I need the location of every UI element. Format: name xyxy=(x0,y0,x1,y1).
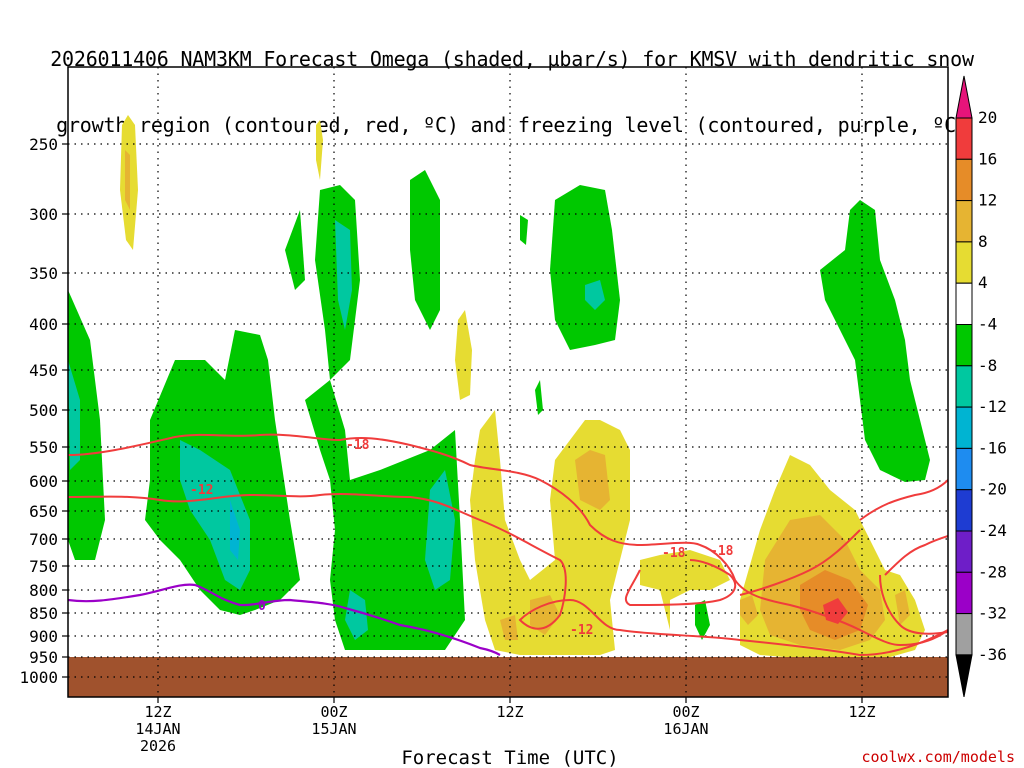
colorbar-swatch-8 xyxy=(955,447,973,491)
dendritic-contour-labels: -18 -12 -18 -18 -12 xyxy=(190,438,734,638)
colorbar-top-arrow xyxy=(955,75,973,119)
y-tick-label-1000: 1000 xyxy=(19,668,58,687)
chart-title: 2026011406 NAM3KM Forecast Omega (shaded… xyxy=(0,4,1024,158)
x-tick-day-0: 14JAN xyxy=(135,720,180,738)
colorbar-swatch-6 xyxy=(955,365,973,408)
x-axis-title: Forecast Time (UTC) xyxy=(401,747,618,768)
x-tick-hour-2: 12Z xyxy=(496,703,523,721)
x-tick-day-1: 15JAN xyxy=(311,720,356,738)
terrain-fill xyxy=(68,657,948,697)
y-tick-label-800: 800 xyxy=(29,581,58,600)
contour-label-minus18-b: -18 xyxy=(662,546,686,561)
grid xyxy=(68,67,948,697)
x-tick-hour-3: 00Z xyxy=(672,703,699,721)
colorbar-swatch-0 xyxy=(955,117,973,160)
y-tick-label-350: 350 xyxy=(29,264,58,283)
y-tick-label-450: 450 xyxy=(29,361,58,380)
colorbar: 20 16 12 8 4 -4 -8 -12 -16 -20 -24 -28 -32 -36 xyxy=(955,75,1007,697)
omega-positive-regions xyxy=(120,115,925,660)
x-tick-hour-1: 00Z xyxy=(320,703,347,721)
y-tick-label-950: 950 xyxy=(29,648,58,667)
colorbar-label-11: -28 xyxy=(978,562,1007,581)
colorbar-swatch-12 xyxy=(955,613,973,656)
contour-label-minus18-a: -18 xyxy=(346,438,370,453)
y-tick-label-900: 900 xyxy=(29,627,58,646)
omega-negative-regions xyxy=(68,170,930,650)
colorbar-swatch-11 xyxy=(955,571,973,615)
y-tick-label-400: 400 xyxy=(29,315,58,334)
colorbar-bottom-arrow xyxy=(955,654,973,697)
colorbar-swatch-5 xyxy=(955,324,973,367)
colorbar-swatch-9 xyxy=(955,489,973,532)
colorbar-label-10: -24 xyxy=(978,521,1007,540)
y-tick-label-550: 550 xyxy=(29,438,58,457)
dendritic-growth-contours xyxy=(68,433,948,657)
colorbar-label-0: 20 xyxy=(978,108,997,127)
y-tick-label-500: 500 xyxy=(29,401,58,420)
contour-label-minus12-b: -12 xyxy=(570,623,593,638)
colorbar-swatch-3 xyxy=(955,241,973,284)
x-tick-year-0: 2026 xyxy=(140,737,176,755)
colorbar-label-13: -36 xyxy=(978,645,1007,664)
colorbar-label-2: 12 xyxy=(978,191,997,210)
x-tick-day-3: 16JAN xyxy=(663,720,708,738)
contour-label-minus12-a: -12 xyxy=(190,483,213,498)
title-line-1: 2026011406 NAM3KM Forecast Omega (shaded… xyxy=(50,47,974,71)
colorbar-label-12: -32 xyxy=(978,604,1007,623)
colorbar-label-5: -4 xyxy=(978,315,997,334)
y-tick-label-700: 700 xyxy=(29,530,58,549)
y-tick-label-650: 650 xyxy=(29,502,58,521)
credit-label: coolwx.com/models xyxy=(861,748,1015,766)
y-tick-label-250: 250 xyxy=(29,135,58,154)
x-tick-hour-0: 12Z xyxy=(144,703,171,721)
omega-strong-negative-cores xyxy=(68,220,605,640)
colorbar-label-1: 16 xyxy=(978,149,997,168)
colorbar-swatch-2 xyxy=(955,200,973,243)
y-tick-label-600: 600 xyxy=(29,472,58,491)
colorbar-label-8: -16 xyxy=(978,438,1007,457)
contour-label-minus18-c: -18 xyxy=(710,544,734,559)
colorbar-swatch-10 xyxy=(955,530,973,573)
freezing-level-contour xyxy=(68,583,501,656)
colorbar-swatch-4 xyxy=(955,282,973,326)
colorbar-label-3: 8 xyxy=(978,232,988,251)
plot-border xyxy=(67,66,949,698)
colorbar-swatch-1 xyxy=(955,158,973,202)
y-axis: 250 300 350 400 450 500 550 600 650 700 750 800 850 9… xyxy=(19,135,68,687)
plot-area: -18 -12 -18 -18 -12 0 xyxy=(68,67,948,697)
colorbar-swatch-7 xyxy=(955,406,973,449)
y-tick-label-300: 300 xyxy=(29,205,58,224)
contour-label-freezing: 0 xyxy=(258,599,266,614)
colorbar-label-4: 4 xyxy=(978,273,988,292)
colorbar-label-7: -12 xyxy=(978,397,1007,416)
colorbar-label-6: -8 xyxy=(978,356,997,375)
y-tick-label-850: 850 xyxy=(29,604,58,623)
y-tick-label-750: 750 xyxy=(29,557,58,576)
x-tick-hour-4: 12Z xyxy=(848,703,875,721)
colorbar-label-9: -20 xyxy=(978,480,1007,499)
